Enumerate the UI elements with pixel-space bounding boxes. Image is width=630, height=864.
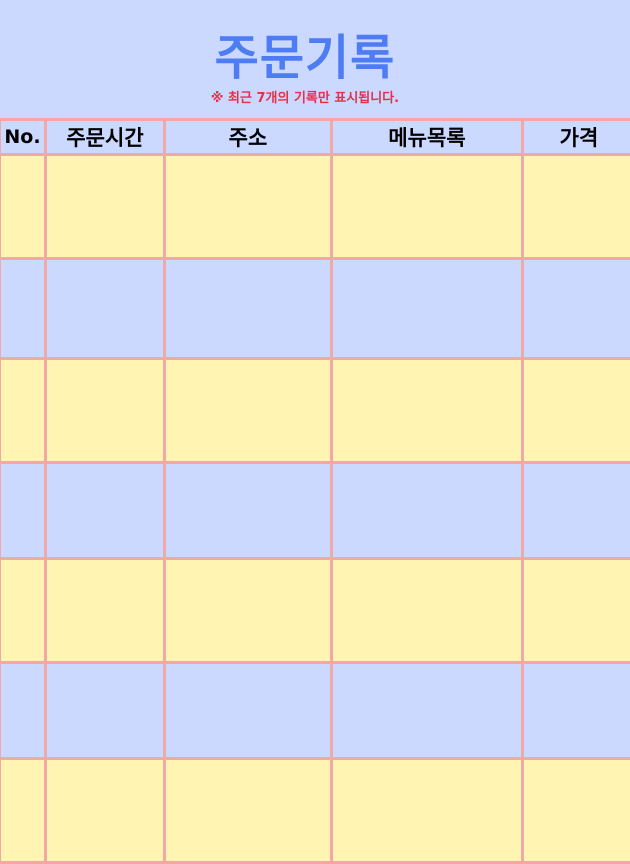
cell-order-time (46, 155, 165, 259)
cell-no (0, 463, 46, 559)
cell-price (523, 759, 630, 863)
cell-price (523, 155, 630, 259)
cell-no (0, 259, 46, 359)
order-history-table: No. 주문시간 주소 메뉴목록 가격 (0, 118, 630, 864)
cell-address (165, 259, 332, 359)
cell-order-time (46, 359, 165, 463)
cell-no (0, 359, 46, 463)
column-header-menu-list: 메뉴목록 (332, 120, 523, 155)
column-header-no: No. (0, 120, 46, 155)
cell-address (165, 155, 332, 259)
cell-menu-list (332, 759, 523, 863)
cell-order-time (46, 259, 165, 359)
cell-menu-list (332, 463, 523, 559)
cell-price (523, 559, 630, 663)
cell-no (0, 155, 46, 259)
cell-address (165, 463, 332, 559)
cell-order-time (46, 759, 165, 863)
cell-order-time (46, 559, 165, 663)
table-row (0, 663, 630, 759)
cell-order-time (46, 663, 165, 759)
column-header-price: 가격 (523, 120, 630, 155)
cell-menu-list (332, 259, 523, 359)
table-header-row: No. 주문시간 주소 메뉴목록 가격 (0, 120, 630, 155)
table-row (0, 559, 630, 663)
cell-price (523, 663, 630, 759)
cell-order-time (46, 463, 165, 559)
page-header: 주문기록 ※ 최근 7개의 기록만 표시됩니다. (0, 0, 630, 118)
cell-address (165, 759, 332, 863)
cell-address (165, 559, 332, 663)
cell-no (0, 759, 46, 863)
cell-price (523, 359, 630, 463)
cell-price (523, 259, 630, 359)
record-limit-notice: ※ 최근 7개의 기록만 표시됩니다. (0, 90, 610, 108)
page-title: 주문기록 (0, 28, 610, 88)
table-row (0, 463, 630, 559)
table-row (0, 759, 630, 863)
cell-menu-list (332, 155, 523, 259)
table-row (0, 259, 630, 359)
cell-menu-list (332, 359, 523, 463)
cell-menu-list (332, 663, 523, 759)
cell-address (165, 663, 332, 759)
column-header-order-time: 주문시간 (46, 120, 165, 155)
column-header-address: 주소 (165, 120, 332, 155)
cell-menu-list (332, 559, 523, 663)
cell-no (0, 663, 46, 759)
cell-price (523, 463, 630, 559)
cell-address (165, 359, 332, 463)
table-row (0, 155, 630, 259)
table-row (0, 359, 630, 463)
cell-no (0, 559, 46, 663)
